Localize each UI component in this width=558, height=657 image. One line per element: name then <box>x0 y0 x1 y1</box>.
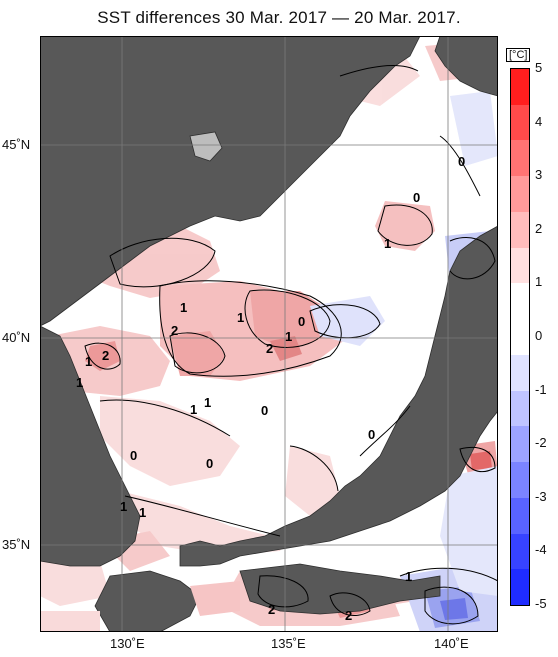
colorbar-step <box>511 69 529 106</box>
land-shikoku <box>239 563 441 615</box>
colorbar-tick-label: -2 <box>535 435 547 451</box>
contour-label: 1 <box>139 505 146 520</box>
contour-label: 0 <box>130 448 137 463</box>
colorbar-tick-label: 4 <box>535 113 543 129</box>
contour-label: 1 <box>384 236 391 251</box>
contour-label: 2 <box>102 348 109 363</box>
contour-label: 1 <box>190 402 197 417</box>
contour-label: 0 <box>368 427 375 442</box>
contour-label: 1 <box>204 395 211 410</box>
contour-label: 2 <box>268 602 275 617</box>
contour-label: 0 <box>458 154 465 169</box>
colorbar-step <box>511 390 529 427</box>
y-tick-label: 40˚N <box>2 330 31 345</box>
colorbar-tick-label: -3 <box>535 488 547 504</box>
contour-label: 0 <box>413 190 420 205</box>
colorbar-tick-label: -1 <box>535 381 547 397</box>
colorbar <box>510 68 530 606</box>
x-tick-label: 135˚E <box>271 636 306 651</box>
land-korea <box>40 325 141 567</box>
colorbar-tick-label: -5 <box>535 596 547 611</box>
contour-label: 1 <box>237 310 244 325</box>
contour-label: 1 <box>180 300 187 315</box>
colorbar-step <box>511 283 529 320</box>
pacific-anomaly-patches <box>40 581 240 632</box>
colorbar-step <box>511 104 529 141</box>
land-island <box>189 131 223 162</box>
x-tick-label: 140˚E <box>434 636 469 651</box>
land-masses <box>40 36 498 632</box>
contour-label: 1 <box>76 375 83 390</box>
contour-label: 1 <box>120 499 127 514</box>
contour-label: 2 <box>345 608 352 623</box>
contour-label: 0 <box>206 456 213 471</box>
contour-label: 1 <box>405 569 412 584</box>
contour-label: 0 <box>298 314 305 329</box>
contour-label: 1 <box>85 354 92 369</box>
colorbar-step <box>511 247 529 284</box>
y-tick-label: 45˚N <box>2 137 31 152</box>
colorbar-step <box>511 140 529 177</box>
colorbar-tick-label: 3 <box>535 167 543 183</box>
contour-label-group: 0 1 0 1 1 2 1 0 2 1 2 1 1 0 0 1 0 1 1 2 … <box>76 154 465 623</box>
sst-map: 0 1 0 1 1 2 1 0 2 1 2 1 1 0 0 1 0 1 1 2 … <box>40 36 498 632</box>
colorbar-unit: [°C] <box>506 48 531 62</box>
colorbar-step <box>511 319 529 356</box>
map-frame <box>40 36 498 632</box>
contour-label: 1 <box>285 329 292 344</box>
x-tick-label: 130˚E <box>110 636 145 651</box>
land-japan <box>179 225 498 567</box>
grid-lines <box>40 36 498 632</box>
contour-label: 0 <box>261 403 268 418</box>
colorbar-tick-label: 5 <box>535 60 543 75</box>
colorbar-step <box>511 569 529 606</box>
colorbar-step <box>511 497 529 535</box>
colorbar-tick-label: -4 <box>535 542 547 558</box>
colorbar-step <box>511 211 529 249</box>
colorbar-step <box>511 462 529 499</box>
contour-label: 2 <box>171 323 178 338</box>
colorbar-step <box>511 533 529 570</box>
y-tick-label: 35˚N <box>2 537 31 552</box>
contour-label: 2 <box>266 341 273 356</box>
land-asia <box>40 36 421 327</box>
colorbar-tick-label: 2 <box>535 220 543 236</box>
colorbar-tick-label: 0 <box>535 328 543 343</box>
colorbar-step <box>511 426 529 463</box>
map-title: SST differences 30 Mar. 2017 — 20 Mar. 2… <box>97 8 461 27</box>
contour-lines <box>84 65 498 625</box>
colorbar-tick-label: 1 <box>535 274 543 290</box>
colorbar-step <box>511 176 529 213</box>
colorbar-step <box>511 354 529 392</box>
land-hokkaido <box>434 36 498 97</box>
